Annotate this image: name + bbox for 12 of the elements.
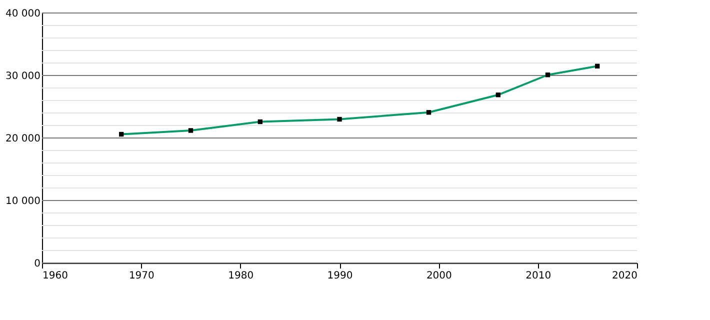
y-tick-label: 0 <box>34 258 40 270</box>
x-tick-label: 2010 <box>526 270 552 282</box>
x-tick-label: 2000 <box>426 270 452 282</box>
x-tick-label: 1990 <box>327 270 353 282</box>
x-tick-label: 1960 <box>42 270 68 282</box>
y-tick-label: 20 000 <box>6 134 40 144</box>
x-tick-label: 2020 <box>612 270 638 282</box>
y-tick-label: 10 000 <box>6 196 40 207</box>
x-tick-label: 1970 <box>128 270 154 282</box>
x-tick-label: 1980 <box>228 270 254 282</box>
y-tick-label: 40 000 <box>6 8 40 20</box>
y-tick-label: 30 000 <box>6 71 40 82</box>
